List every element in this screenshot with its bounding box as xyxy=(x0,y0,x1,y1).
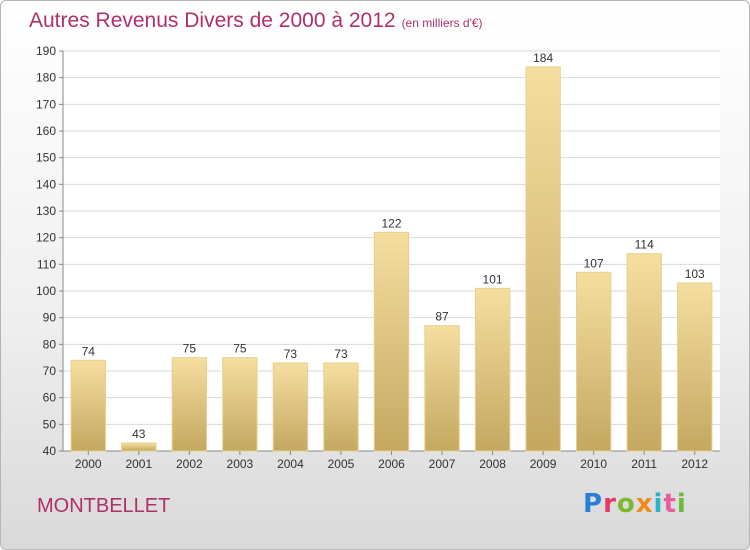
bar xyxy=(373,231,410,452)
bar xyxy=(474,287,511,452)
bar xyxy=(171,357,208,452)
y-tick-label: 40 xyxy=(43,444,57,458)
bar-value-label: 43 xyxy=(132,427,146,441)
chart-title: Autres Revenus Divers de 2000 à 2012 (en … xyxy=(29,9,483,33)
y-tick-label: 80 xyxy=(43,337,57,351)
bar xyxy=(626,253,662,452)
y-tick-label: 90 xyxy=(43,311,57,325)
bar-value-label: 75 xyxy=(183,342,197,356)
x-tick-label: 2003 xyxy=(227,457,254,471)
commune-name: MONTBELLET xyxy=(37,495,171,517)
y-tick-label: 140 xyxy=(36,177,56,191)
y-tick-label: 190 xyxy=(36,44,56,58)
y-tick-label: 110 xyxy=(37,257,56,271)
bar xyxy=(121,442,157,452)
y-tick-label: 60 xyxy=(43,391,57,405)
logo-letter: P xyxy=(583,489,604,519)
bar xyxy=(424,325,460,452)
logo-letter: r xyxy=(603,489,617,519)
x-tick-label: 2000 xyxy=(75,457,102,471)
logo-letter: i xyxy=(653,489,664,519)
x-tick-label: 2008 xyxy=(479,457,506,471)
bar xyxy=(323,362,359,452)
x-tick-label: 2006 xyxy=(378,457,405,471)
bar xyxy=(677,282,713,452)
bar-value-label: 114 xyxy=(635,238,654,252)
x-tick-label: 2004 xyxy=(277,457,304,471)
bar xyxy=(575,271,612,452)
logo-letter: i xyxy=(676,489,687,519)
x-tick-label: 2001 xyxy=(125,457,152,471)
y-tick-label: 180 xyxy=(36,71,56,85)
bar-value-label: 73 xyxy=(334,347,348,361)
x-tick-label: 2002 xyxy=(176,457,203,471)
bar xyxy=(525,66,561,452)
logo-letter: x xyxy=(635,489,654,519)
x-tick-label: 2011 xyxy=(631,457,657,471)
bar-value-label: 87 xyxy=(435,310,449,324)
bar xyxy=(222,357,258,452)
x-tick-label: 2005 xyxy=(328,457,355,471)
logo-letter: t xyxy=(663,489,677,519)
x-tick-label: 2010 xyxy=(580,457,607,471)
y-tick-label: 100 xyxy=(36,284,56,298)
bar xyxy=(70,359,106,452)
y-tick-label: 160 xyxy=(36,124,56,138)
x-tick-label: 2012 xyxy=(681,457,708,471)
bar-value-label: 101 xyxy=(483,272,503,286)
y-tick-label: 70 xyxy=(43,364,57,378)
x-tick-label: 2009 xyxy=(530,457,557,471)
y-tick-label: 150 xyxy=(36,151,56,165)
title-unit: (en milliers d'€) xyxy=(401,16,483,30)
y-tick-label: 120 xyxy=(36,231,56,245)
bar-value-label: 184 xyxy=(533,51,553,65)
bar-value-label: 103 xyxy=(685,267,705,281)
bar-value-label: 122 xyxy=(381,216,401,230)
title-text: Autres Revenus Divers de 2000 à 2012 xyxy=(29,9,396,32)
bar-value-label: 73 xyxy=(284,347,298,361)
y-tick-label: 130 xyxy=(36,204,56,218)
bar-value-label: 75 xyxy=(233,342,247,356)
x-tick-label: 2007 xyxy=(429,457,456,471)
y-tick-label: 170 xyxy=(36,97,56,111)
bar-value-label: 107 xyxy=(584,256,604,270)
y-tick-label: 50 xyxy=(43,417,57,431)
proxiti-logo[interactable]: Proxiti xyxy=(583,489,687,519)
bar-value-label: 74 xyxy=(82,344,96,358)
logo-letter: o xyxy=(616,489,636,519)
bar xyxy=(272,362,309,452)
